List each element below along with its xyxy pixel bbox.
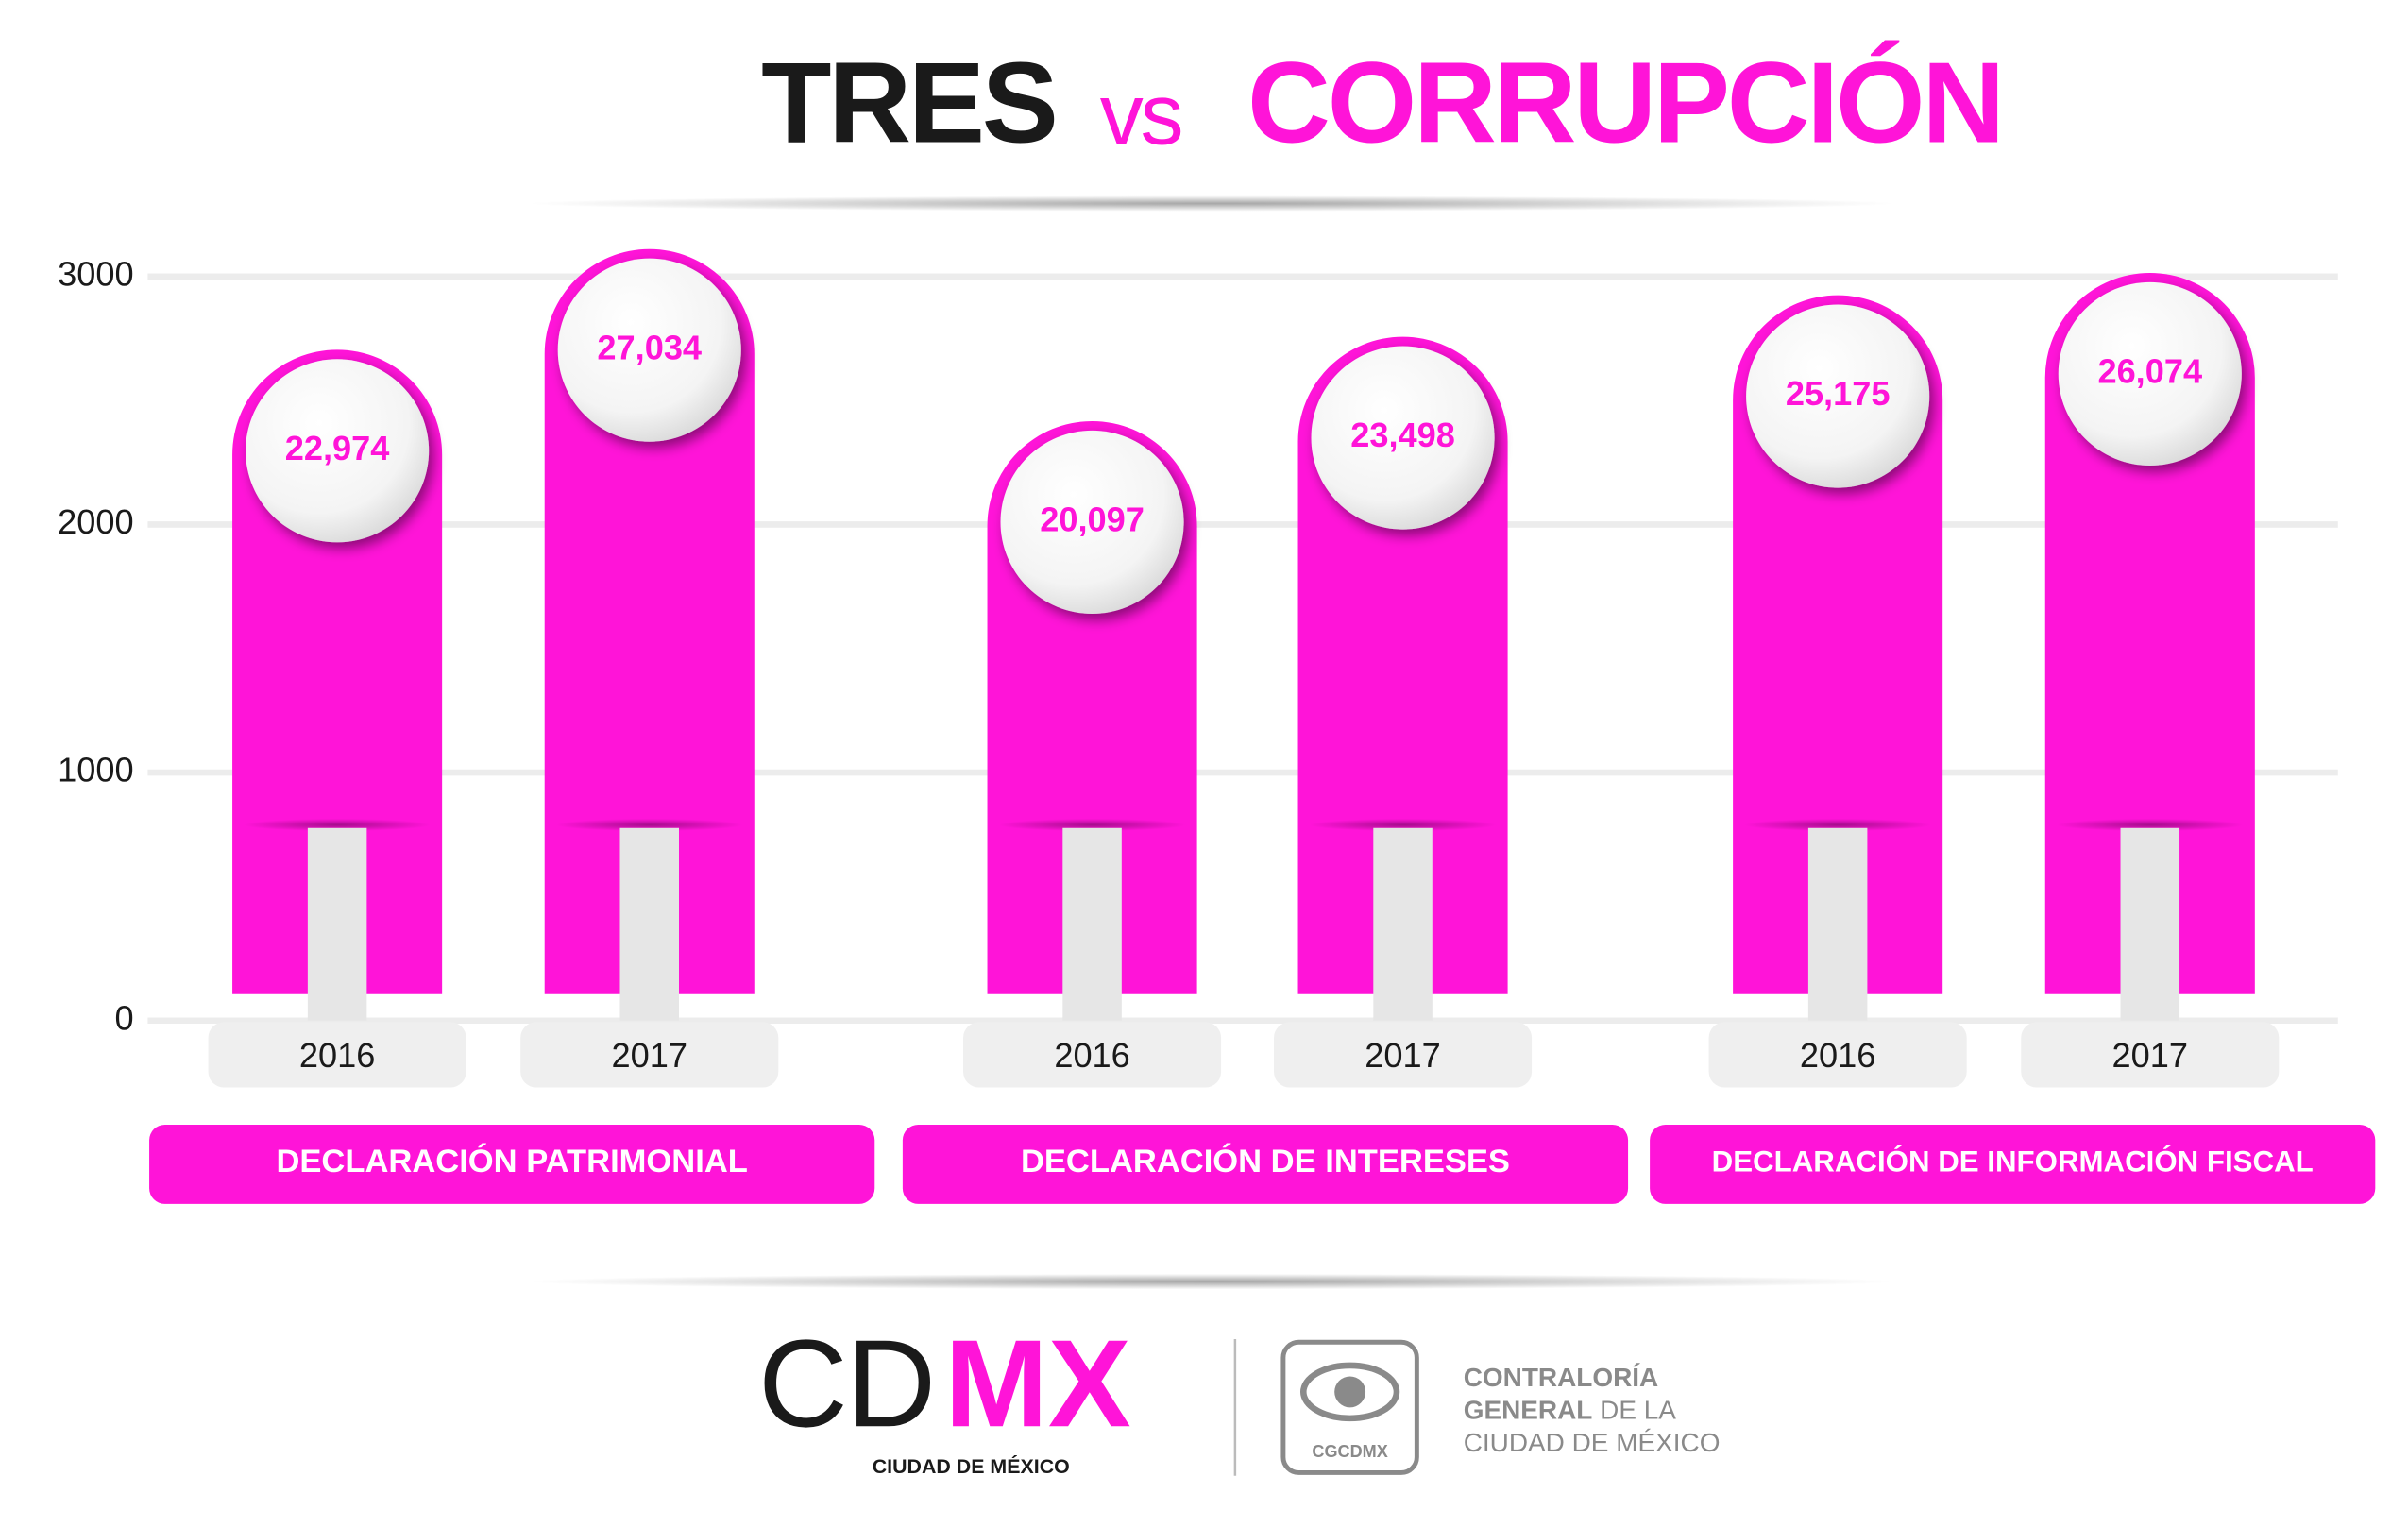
- value-label: 25,175: [1786, 374, 1891, 413]
- org-line: CONTRALORÍA: [1464, 1363, 1659, 1392]
- stem: [1373, 827, 1433, 1021]
- x-tick-label: 2016: [1800, 1036, 1875, 1075]
- x-tick-label: 2016: [1054, 1036, 1129, 1075]
- badge-eye: [1299, 1362, 1400, 1422]
- stem-shadow: [556, 818, 743, 832]
- group-label: DECLARACIÓN DE INFORMACIÓN FISCAL: [1712, 1144, 2314, 1178]
- group-label: DECLARACIÓN PATRIMONIAL: [276, 1142, 747, 1179]
- bar: [2044, 272, 2255, 994]
- badge-frame: [1280, 1339, 1419, 1475]
- y-tick-label: 3000: [58, 254, 133, 293]
- value-ball: [1746, 304, 1930, 488]
- value-ball: [1000, 430, 1184, 614]
- badge-iris: [1334, 1376, 1366, 1408]
- value-label: 20,097: [1040, 500, 1145, 538]
- x-tick-label: 2017: [2112, 1036, 2188, 1075]
- stem: [1807, 827, 1868, 1021]
- value-label: 27,034: [597, 328, 702, 366]
- stem-shadow: [2057, 818, 2244, 832]
- stem-shadow: [998, 818, 1186, 832]
- year-pill: [2021, 1022, 2280, 1088]
- group-label: DECLARACIÓN DE INTERESES: [1021, 1142, 1510, 1179]
- value-ball: [2058, 281, 2242, 466]
- logo-subtitle: CIUDAD DE MÉXICO: [873, 1454, 1070, 1478]
- stem-shadow: [1309, 818, 1497, 832]
- value-ball: [246, 359, 430, 543]
- bar: [544, 248, 755, 994]
- stem: [619, 827, 680, 1021]
- x-tick-label: 2017: [612, 1036, 687, 1075]
- logo-left: CD: [758, 1314, 935, 1452]
- value-label: 23,498: [1350, 416, 1455, 454]
- org-line: CIUDAD DE MÉXICO: [1464, 1428, 1721, 1457]
- title-left: TRES: [761, 39, 1055, 167]
- title-middle: vs: [1100, 66, 1181, 163]
- org-line: GENERAL DE LA: [1464, 1396, 1677, 1425]
- x-tick-label: 2017: [1365, 1036, 1440, 1075]
- org-rest: DE LA: [1600, 1396, 1676, 1425]
- y-tick-label: 1000: [58, 751, 133, 789]
- divider-shadow: [528, 1273, 1896, 1290]
- stem-shadow: [244, 818, 431, 832]
- stem-shadow: [1744, 818, 1931, 832]
- year-pill: [963, 1022, 1222, 1088]
- y-tick-label: 0: [114, 998, 133, 1037]
- year-pill: [520, 1022, 779, 1088]
- value-ball: [1311, 346, 1495, 530]
- logo-right: MX: [944, 1314, 1130, 1452]
- y-tick-label: 2000: [58, 502, 133, 541]
- title-right: CORRUPCIÓN: [1247, 39, 2002, 167]
- stem: [2120, 827, 2180, 1021]
- value-label: 26,074: [2097, 351, 2202, 390]
- stem: [1062, 827, 1122, 1021]
- divider-shadow: [528, 195, 1896, 212]
- plot: 0 1000 2000 3000 2016 22,974 2017 27,034 2016 20,…: [58, 248, 2376, 1204]
- value-ball: [557, 258, 741, 442]
- value-label: 22,974: [285, 429, 390, 467]
- stem: [307, 827, 367, 1021]
- year-pill: [1274, 1022, 1533, 1088]
- year-pill: [1708, 1022, 1967, 1088]
- title: TRES vs CORRUPCIÓN: [761, 39, 2005, 167]
- year-pill: [208, 1022, 466, 1088]
- x-tick-label: 2016: [299, 1036, 375, 1075]
- group-pill: [902, 1124, 1629, 1204]
- group-pill: [1650, 1124, 2376, 1204]
- badge-label: CGCDMX: [1312, 1442, 1387, 1461]
- footer: CD MX CIUDAD DE MÉXICO CGCDMX CONTRALORÍ…: [758, 1314, 1721, 1478]
- org-bold: GENERAL: [1464, 1396, 1593, 1425]
- group-pill: [149, 1124, 875, 1204]
